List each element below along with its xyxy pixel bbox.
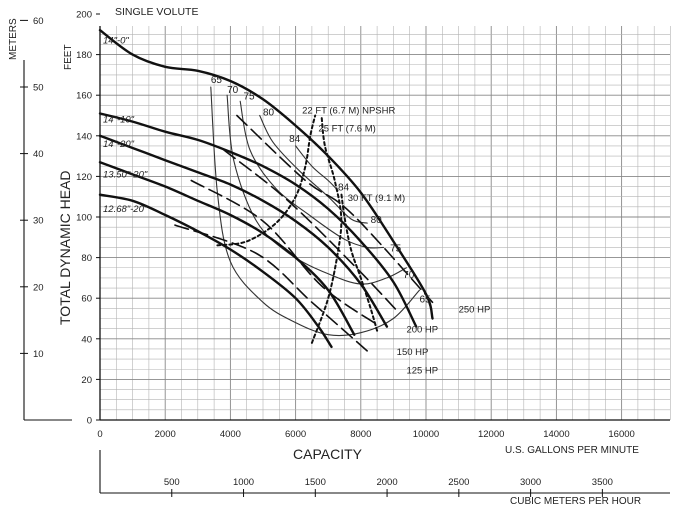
y-tick-label: 100 (76, 213, 92, 224)
x-tick-label: 2000 (155, 429, 176, 440)
efficiency-label: 75 (390, 244, 402, 255)
m3h-tick-label: 1500 (305, 477, 326, 488)
horsepower-label: 125 HP (406, 365, 438, 376)
x-tick-label: 6000 (285, 429, 306, 440)
x-tick-label: 8000 (350, 429, 371, 440)
m3h-tick-label: 3500 (592, 477, 613, 488)
x-tick-label: 10000 (413, 429, 439, 440)
efficiency-label: 65 (211, 75, 223, 86)
x-tick-label: 14000 (543, 429, 569, 440)
y-tick-label: 180 (76, 50, 92, 61)
y-tick-label: 60 (81, 294, 92, 305)
efficiency-curve (226, 94, 407, 285)
impeller-head-curve (98, 193, 333, 349)
m3h-tick-label: 2500 (448, 477, 469, 488)
horsepower-line (174, 224, 369, 352)
efficiency-label: 65 (419, 294, 431, 305)
y-tick-label: 80 (81, 253, 92, 264)
npshr-curve (310, 116, 343, 344)
efficiency-curve (210, 86, 421, 337)
npshr-label: 30 FT (9.1 M) (348, 193, 405, 204)
y-tick-label: 120 (76, 172, 92, 183)
m3h-tick-label: 3000 (520, 477, 541, 488)
x-tick-label: 0 (97, 429, 102, 440)
y-tick-label: 0 (87, 416, 92, 427)
head-curve-label: 14"-20" (103, 139, 135, 150)
npshr-label: 22 FT (6.7 M) NPSHR (302, 105, 395, 116)
horsepower-line (236, 114, 434, 304)
meters-unit-label: METERS (8, 18, 19, 60)
head-curve-label: 14"-10" (103, 115, 135, 126)
efficiency-label: 70 (403, 270, 415, 281)
y-axis-title: TOTAL DYNAMIC HEAD (57, 170, 73, 325)
meters-tick-label: 40 (33, 149, 44, 160)
plot-grid (99, 26, 671, 421)
horsepower-label: 200 HP (406, 325, 438, 336)
m3h-tick-label: 2000 (376, 477, 397, 488)
meters-tick-label: 30 (33, 216, 44, 227)
m3h-unit-label: CUBIC METERS PER HOUR (510, 496, 641, 507)
efficiency-curve (259, 114, 368, 224)
horsepower-line (223, 149, 398, 312)
x-tick-label: 16000 (608, 429, 634, 440)
feet-unit-label: FEET (63, 44, 74, 70)
efficiency-curve (295, 145, 339, 192)
x-axis-title: CAPACITY (293, 446, 363, 462)
y-tick-label: 40 (81, 334, 92, 345)
meters-tick-label: 50 (33, 82, 44, 93)
x-tick-label: 12000 (478, 429, 504, 440)
horsepower-label: 250 HP (459, 304, 491, 315)
m3h-tick-label: 1000 (233, 477, 254, 488)
npshr-label: 25 FT (7.6 M) (318, 124, 375, 135)
efficiency-label: 70 (227, 85, 239, 96)
chart-title: SINGLE VOLUTE (115, 6, 198, 18)
y-tick-label: 20 (81, 375, 92, 386)
y-tick-label: 200 (76, 10, 92, 21)
head-curve-label: 12.68"-20" (103, 204, 148, 215)
curve-labels: 14"-0" 14"-10" 14"-20" 13.50"-20" 12.68"-20"… (103, 35, 490, 376)
curves (98, 29, 434, 352)
y-tick-label: 160 (76, 91, 92, 102)
meters-tick-label: 60 (33, 16, 44, 27)
efficiency-label: 80 (263, 108, 275, 119)
x-tick-label: 4000 (220, 429, 241, 440)
npshr-curve (216, 114, 317, 247)
m3h-tick-label: 500 (164, 477, 180, 488)
head-curve-label: 13.50"-20" (103, 169, 148, 180)
meters-tick-label: 20 (33, 282, 44, 293)
efficiency-label: 75 (243, 91, 255, 102)
gpm-unit-label: U.S. GALLONS PER MINUTE (505, 445, 639, 456)
impeller-head-curve (98, 161, 356, 336)
horsepower-label: 150 HP (397, 347, 429, 358)
impeller-head-curve (98, 112, 418, 328)
efficiency-label: 84 (338, 183, 350, 194)
efficiency-label: 80 (371, 215, 383, 226)
impeller-head-curve (98, 29, 434, 320)
impeller-head-curve (98, 134, 389, 328)
head-curve-label: 14"-0" (103, 35, 129, 46)
npshr-curve (340, 191, 379, 332)
meters-tick-label: 10 (33, 349, 44, 360)
y-tick-label: 140 (76, 131, 92, 142)
horsepower-line (190, 179, 378, 326)
efficiency-label: 84 (289, 134, 301, 145)
